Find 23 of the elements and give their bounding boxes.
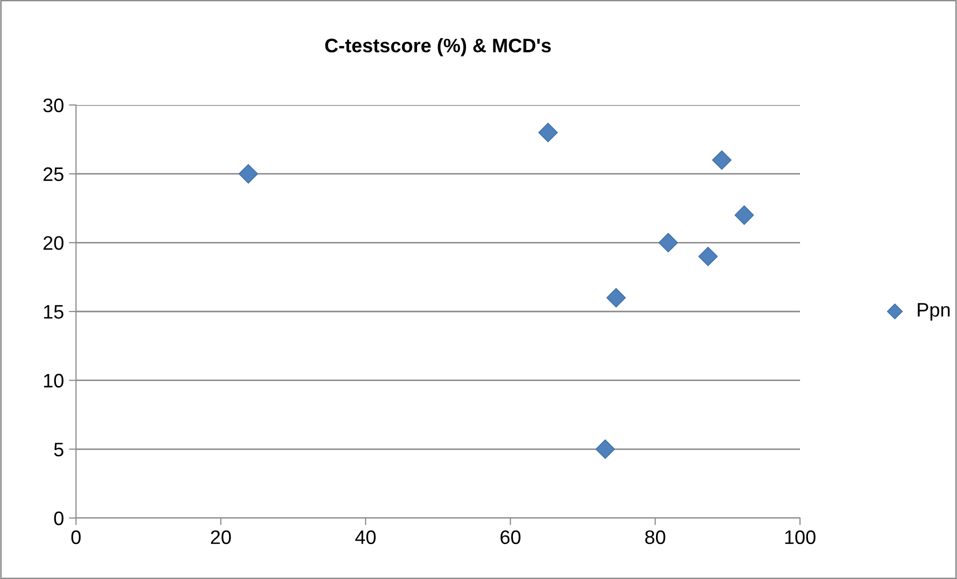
x-tick-label: 20 <box>210 530 231 544</box>
x-tick-label: 40 <box>355 530 376 544</box>
y-tick-label: 15 <box>44 305 64 319</box>
y-tick-label: 20 <box>44 236 64 250</box>
legend-label: Ppn <box>918 303 950 321</box>
point <box>712 150 732 170</box>
point <box>606 288 626 308</box>
point <box>238 164 258 184</box>
y-tick-label: 5 <box>54 442 64 456</box>
y-tick-label: 10 <box>44 374 64 388</box>
x-tick-label: 100 <box>785 530 816 544</box>
x-tick-label: 0 <box>71 530 81 544</box>
point <box>734 205 754 225</box>
x-tick-label: 80 <box>645 530 666 544</box>
point <box>538 122 558 142</box>
y-tick-label: 30 <box>43 98 64 112</box>
point <box>596 439 615 459</box>
point <box>698 246 718 266</box>
x-tick-label: 60 <box>500 530 520 544</box>
point <box>658 232 678 252</box>
y-tick-label: 0 <box>54 511 64 526</box>
y-tick-label: 25 <box>44 167 64 182</box>
chart-title: C-testscore (%) & MCD's <box>325 38 551 56</box>
